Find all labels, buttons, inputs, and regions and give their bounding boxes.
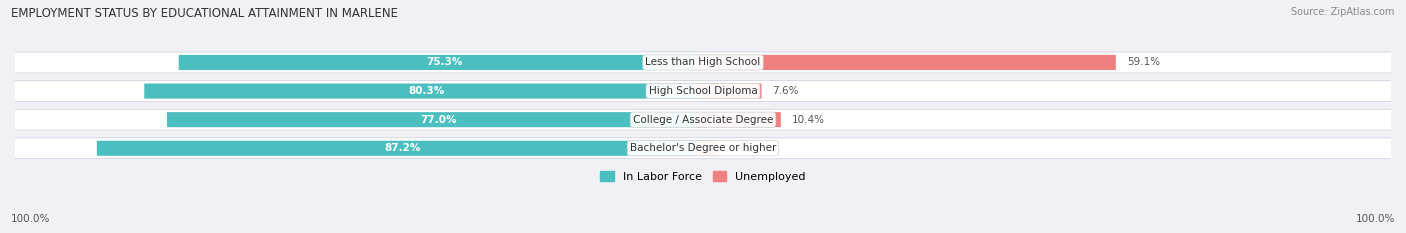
Text: 77.0%: 77.0% xyxy=(420,115,457,125)
Text: 59.1%: 59.1% xyxy=(1126,58,1160,68)
Text: Source: ZipAtlas.com: Source: ZipAtlas.com xyxy=(1291,7,1395,17)
FancyBboxPatch shape xyxy=(0,138,1406,159)
Text: 87.2%: 87.2% xyxy=(385,143,422,153)
Text: 1.2%: 1.2% xyxy=(728,143,755,153)
FancyBboxPatch shape xyxy=(0,52,1406,73)
FancyBboxPatch shape xyxy=(179,55,709,70)
Text: Less than High School: Less than High School xyxy=(645,58,761,68)
Text: 100.0%: 100.0% xyxy=(1355,214,1395,224)
Text: College / Associate Degree: College / Associate Degree xyxy=(633,115,773,125)
Legend: In Labor Force, Unemployed: In Labor Force, Unemployed xyxy=(596,167,810,186)
Text: Bachelor's Degree or higher: Bachelor's Degree or higher xyxy=(630,143,776,153)
FancyBboxPatch shape xyxy=(0,109,1406,130)
Text: 75.3%: 75.3% xyxy=(426,58,463,68)
FancyBboxPatch shape xyxy=(167,112,709,127)
Text: EMPLOYMENT STATUS BY EDUCATIONAL ATTAINMENT IN MARLENE: EMPLOYMENT STATUS BY EDUCATIONAL ATTAINM… xyxy=(11,7,398,20)
Text: 80.3%: 80.3% xyxy=(409,86,444,96)
FancyBboxPatch shape xyxy=(697,141,717,156)
Text: 100.0%: 100.0% xyxy=(11,214,51,224)
Text: High School Diploma: High School Diploma xyxy=(648,86,758,96)
FancyBboxPatch shape xyxy=(0,81,1406,102)
Text: 10.4%: 10.4% xyxy=(792,115,825,125)
FancyBboxPatch shape xyxy=(97,141,709,156)
FancyBboxPatch shape xyxy=(697,83,762,99)
FancyBboxPatch shape xyxy=(697,112,780,127)
FancyBboxPatch shape xyxy=(697,55,1116,70)
FancyBboxPatch shape xyxy=(145,83,709,99)
Text: 7.6%: 7.6% xyxy=(772,86,799,96)
